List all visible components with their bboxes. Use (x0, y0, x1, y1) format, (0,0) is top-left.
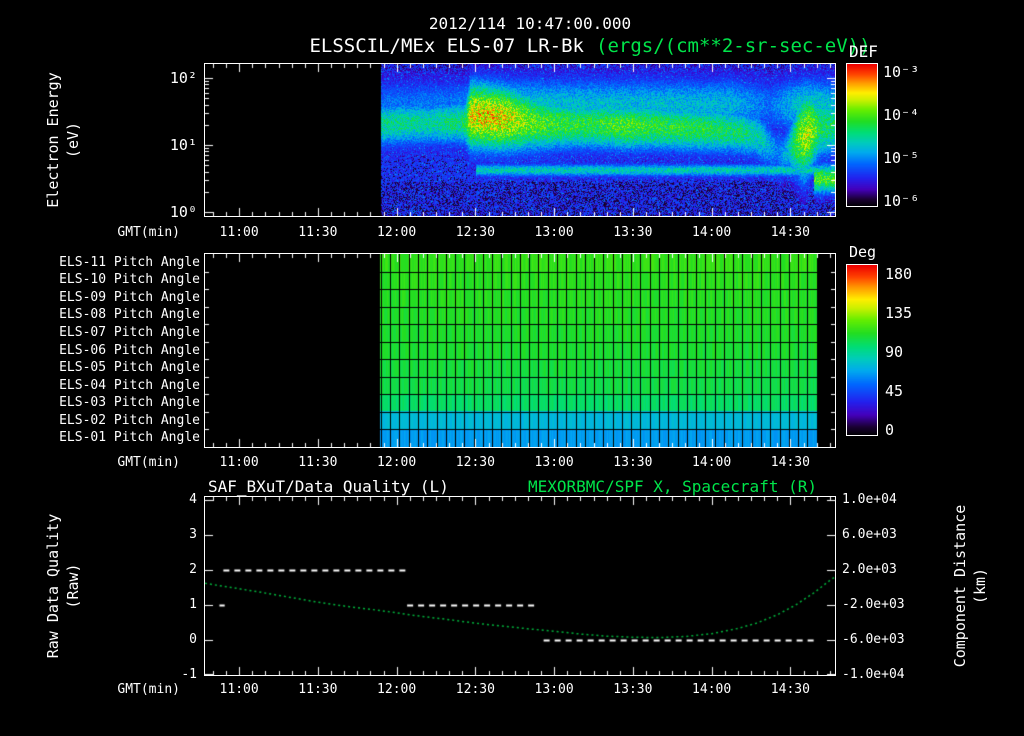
instrument-label: ELSSCIL/MEx ELS-07 LR-Bk (309, 35, 584, 57)
deg-colorbar-tick-label: 90 (885, 343, 904, 361)
panel3-right-y-tick-label: -1.0e+04 (842, 667, 905, 682)
panel1-x-tick-label: 11:30 (298, 225, 338, 240)
panel2-x-tick-label: 11:30 (298, 455, 338, 470)
panel1-x-tick-label: 14:00 (692, 225, 732, 240)
panel3-x-tick-label: 12:00 (377, 682, 417, 697)
panel3-right-y-tick-label: -6.0e+03 (842, 632, 905, 647)
panel1-y-tick-label: 10¹ (169, 136, 197, 154)
panel2-x-tick-label: 12:30 (455, 455, 495, 470)
quality-distance-line-canvas (205, 497, 835, 675)
pitch-row-label: ELS-02 Pitch Angle (59, 413, 200, 428)
deg-colorbar-tick-label: 45 (885, 382, 904, 400)
pitch-row-label: ELS-07 Pitch Angle (59, 325, 200, 340)
pitch-row-label: ELS-04 Pitch Angle (59, 378, 200, 393)
panel3-left-y-tick-label: 0 (189, 632, 197, 647)
deg-colorbar-tick-label: 0 (885, 421, 895, 439)
panel2-x-tick-label: 13:00 (534, 455, 574, 470)
panel1-x-tick-label: 12:00 (377, 225, 417, 240)
pitch-row-label: ELS-03 Pitch Angle (59, 395, 200, 410)
colorbar-deg-border (846, 264, 878, 436)
panel3-right-y-tick-label: 2.0e+03 (842, 562, 897, 577)
panel3-right-y-tick-label: 1.0e+04 (842, 492, 897, 507)
panel3-right-y-axis-label-line1: Component Distance (951, 504, 969, 668)
panel1-y-tick-label: 10² (169, 69, 197, 87)
panel2-x-tick-label: 14:00 (692, 455, 732, 470)
deg-colorbar-canvas (847, 265, 877, 435)
panel1-x-tick-label: 14:30 (770, 225, 810, 240)
panel2-x-tick-label: 11:00 (219, 455, 259, 470)
panel3-right-y-tick-label: 6.0e+03 (842, 527, 897, 542)
panel3-left-y-axis-label-line1: Raw Data Quality (44, 513, 62, 659)
panel3-x-tick-label: 11:00 (219, 682, 259, 697)
pitch-row-label: ELS-08 Pitch Angle (59, 307, 200, 322)
panel3-x-tick-label: 13:00 (534, 682, 574, 697)
panel3-left-y-tick-label: 4 (189, 492, 197, 507)
panel3-x-axis-label: GMT(min) (117, 682, 180, 697)
spectrogram-display: 2012/114 10:47:00.000 ELSSCIL/MEx ELS-07… (43, 0, 1024, 697)
panel1-y-axis-label-line2: (eV) (64, 121, 82, 159)
panel1-x-tick-label: 12:30 (455, 225, 495, 240)
pitch-row-label: ELS-05 Pitch Angle (59, 360, 200, 375)
pitch-row-label: ELS-10 Pitch Angle (59, 272, 200, 287)
panel3-left-y-tick-label: 3 (189, 527, 197, 542)
panel2-x-axis-label: GMT(min) (117, 455, 180, 470)
panel3-left-y-tick-label: -1 (181, 667, 197, 682)
panel3-left-y-axis-label-line2: (Raw) (64, 563, 82, 609)
pitch-angle-panel-border (204, 253, 836, 448)
panel3-left-y-tick-label: 1 (189, 597, 197, 612)
panel1-x-tick-label: 13:30 (613, 225, 653, 240)
panel3-x-tick-label: 13:30 (613, 682, 653, 697)
panel3-x-tick-label: 12:30 (455, 682, 495, 697)
pitch-angle-heatmap-canvas (205, 254, 835, 447)
panel1-x-tick-label: 11:00 (219, 225, 259, 240)
panel1-y-axis-label-line1: Electron Energy (44, 72, 62, 208)
colorbar-def-border (846, 63, 878, 207)
panel2-x-tick-label: 14:30 (770, 455, 810, 470)
panel3-x-tick-label: 14:00 (692, 682, 732, 697)
def-colorbar-canvas (847, 64, 877, 206)
def-colorbar-tick-label: 10⁻³ (883, 63, 920, 81)
panel3-left-series-title: SAF_BXuT/Data Quality (L) (208, 477, 449, 496)
deg-colorbar-tick-label: 135 (885, 304, 913, 322)
panel3-right-series-title: MEXORBMC/SPF X, Spacecraft (R) (528, 477, 817, 496)
panel2-x-tick-label: 13:30 (613, 455, 653, 470)
panel1-x-tick-label: 13:00 (534, 225, 574, 240)
pitch-row-label: ELS-01 Pitch Angle (59, 430, 200, 445)
pitch-row-label: ELS-06 Pitch Angle (59, 343, 200, 358)
panel1-y-axis-label: Electron Energy (eV) (43, 0, 85, 290)
def-colorbar-tick-label: 10⁻⁴ (883, 106, 920, 124)
panel1-y-tick-label: 10⁰ (169, 203, 197, 221)
panel3-x-tick-label: 14:30 (770, 682, 810, 697)
panel3-right-y-tick-label: -2.0e+03 (842, 597, 905, 612)
pitch-row-label: ELS-09 Pitch Angle (59, 290, 200, 305)
line-plot-panel-border (204, 496, 836, 676)
spectrogram-panel-border (204, 63, 836, 217)
panel3-right-y-axis-label-line2: (km) (971, 567, 989, 605)
def-colorbar-tick-label: 10⁻⁵ (883, 149, 920, 167)
colorbar-def-title: DEF (849, 42, 878, 61)
pitch-row-label: ELS-11 Pitch Angle (59, 255, 200, 270)
panel1-x-axis-label: GMT(min) (117, 225, 180, 240)
deg-colorbar-tick-label: 180 (885, 265, 913, 283)
def-colorbar-tick-label: 10⁻⁶ (883, 192, 920, 210)
panel3-left-y-axis-label: Raw Data Quality (Raw) (43, 436, 85, 736)
plot-subtitle: ELSSCIL/MEx ELS-07 LR-Bk (ergs/(cm**2-sr-… (78, 35, 1024, 57)
colorbar-deg-title: Deg (849, 243, 877, 261)
panel2-x-tick-label: 12:00 (377, 455, 417, 470)
electron-energy-spectrogram-canvas (205, 64, 835, 216)
panel3-x-tick-label: 11:30 (298, 682, 338, 697)
panel3-right-y-axis-label: Component Distance (km) (950, 436, 992, 736)
panel3-left-y-tick-label: 2 (189, 562, 197, 577)
page-title: 2012/114 10:47:00.000 (428, 14, 632, 33)
units-label: (ergs/(cm**2-sr-sec-eV)) (596, 35, 871, 57)
